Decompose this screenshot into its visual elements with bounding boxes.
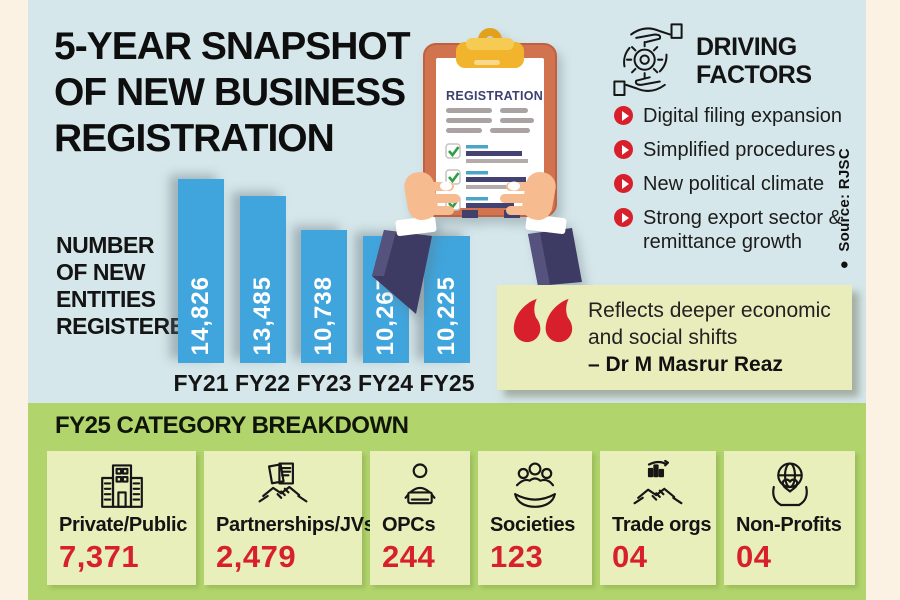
card-label: Private/Public <box>59 514 188 536</box>
card-value: 123 <box>490 539 544 574</box>
driving-factors-heading: DRIVING FACTORS <box>696 33 812 89</box>
clip-top <box>466 38 514 50</box>
paper-checklist <box>445 143 528 211</box>
building-icon <box>100 464 143 508</box>
clipboard-hands-illustration: REGISTRATION <box>372 28 582 314</box>
source-note: ● Source: RJSC <box>836 148 853 274</box>
breakdown-heading: FY25 CATEGORY BREAKDOWN <box>55 412 409 439</box>
factor-text: Simplified procedures <box>643 139 836 161</box>
heading-line: DRIVING <box>696 33 797 61</box>
left-cuff <box>395 215 437 237</box>
right-hand <box>500 171 556 221</box>
bar-category: FY23 <box>296 370 352 396</box>
handshake-document-icon <box>258 462 308 503</box>
bar-fy21: 14,826 FY21 <box>174 179 228 396</box>
factor-item: Digital filing expansion <box>614 104 846 128</box>
card-private-public: Private/Public 7,371 <box>47 451 196 585</box>
card-societies: Societies 123 <box>478 451 592 585</box>
card-label: Trade orgs <box>612 514 712 536</box>
card-value: 7,371 <box>59 539 140 574</box>
clipboard-foot <box>462 210 478 218</box>
factor-text: Digital filing expansion <box>643 105 843 127</box>
heading-line: FACTORS <box>696 61 812 89</box>
card-value: 244 <box>382 539 436 574</box>
card-value: 04 <box>612 539 648 574</box>
bar-fy23: 10,738 FY23 <box>297 230 351 396</box>
bar-value: 13,485 <box>248 275 276 355</box>
paper <box>436 58 544 208</box>
bar-fy22: 13,485 FY22 <box>235 196 290 396</box>
arrow-bullet-icon <box>614 140 633 159</box>
bar-category: FY21 <box>173 370 229 396</box>
quote-line: Reflects deeper economic <box>588 299 831 322</box>
bar-value: 10,738 <box>310 275 337 355</box>
right-sleeve-highlight <box>528 233 550 286</box>
factor-item: New political climate <box>614 172 846 196</box>
hand-people-icon <box>514 462 556 508</box>
check-icon <box>448 172 460 184</box>
card-label: Societies <box>490 514 576 536</box>
axis-label-line: ENTITIES <box>56 286 156 312</box>
card-value: 2,479 <box>216 539 297 574</box>
right-margin-strip <box>866 0 900 600</box>
bar-chart: 14,826 FY21 13,485 FY22 10,738 FY23 10,2… <box>174 179 474 396</box>
factor-text: Strong export sector & remittance growth <box>643 207 842 253</box>
handshake-chart-icon <box>633 460 683 505</box>
hands-globe-heart-icon <box>771 462 808 507</box>
left-sleeve-highlight <box>372 230 396 276</box>
card-trade-orgs: Trade orgs 04 <box>600 451 716 585</box>
axis-label-line: REGISTERED <box>56 313 201 339</box>
paper-text-lines <box>446 108 534 133</box>
driving-factors-list: Digital filing expansion Simplified proc… <box>614 104 846 264</box>
bar-category: FY25 <box>419 370 475 396</box>
quote-attribution: – Dr M Masrur Reaz <box>588 353 783 376</box>
card-label: OPCs <box>382 514 436 536</box>
card-label: Partnerships/JVs <box>216 514 375 536</box>
clipboard-heading: REGISTRATION <box>446 89 543 103</box>
card-label: Non-Profits <box>736 514 842 536</box>
chart-axis-label: NUMBER OF NEW ENTITIES REGISTERED <box>56 232 201 340</box>
quote-marks-icon <box>513 298 573 343</box>
factor-item: Strong export sector & remittance growth <box>614 206 846 254</box>
bar-category: FY22 <box>235 370 290 396</box>
page-title: 5-YEAR SNAPSHOT OF NEW BUSINESS REGISTRA… <box>54 24 434 162</box>
bar-fy25: 10,225 FY25 <box>420 236 474 396</box>
factor-item: Simplified procedures <box>614 138 846 162</box>
page-title-line3: REGISTRATION <box>54 117 335 160</box>
axis-label-line: NUMBER <box>56 232 154 258</box>
arrow-bullet-icon <box>614 174 633 193</box>
quote-text: Reflects deeper economic and social shif… <box>588 297 831 378</box>
hands-gear-icon <box>613 23 683 96</box>
factor-text: New political climate <box>643 173 825 195</box>
bar-category: FY24 <box>358 370 413 396</box>
clip-highlight <box>474 60 500 65</box>
page-title-line2: OF NEW BUSINESS <box>54 71 406 114</box>
arrow-bullet-icon <box>614 208 633 227</box>
check-icon <box>448 146 460 158</box>
card-value: 04 <box>736 539 772 574</box>
card-partnerships-jvs: Partnerships/JVs 2,479 <box>204 451 375 585</box>
card-non-profits: Non-Profits 04 <box>724 451 855 585</box>
quote-box: Reflects deeper economic and social shif… <box>497 285 852 390</box>
arrow-bullet-icon <box>614 106 633 125</box>
gear-teeth <box>625 41 664 79</box>
person-laptop-icon <box>404 463 436 505</box>
left-hand <box>404 171 460 221</box>
quote-line: and social shifts <box>588 326 738 349</box>
left-margin-strip <box>0 0 28 600</box>
bar-value: 14,826 <box>187 275 214 355</box>
axis-label-line: OF NEW <box>56 259 145 285</box>
page-title-line1: 5-YEAR SNAPSHOT <box>54 25 411 68</box>
card-opcs: OPCs 244 <box>370 451 470 585</box>
